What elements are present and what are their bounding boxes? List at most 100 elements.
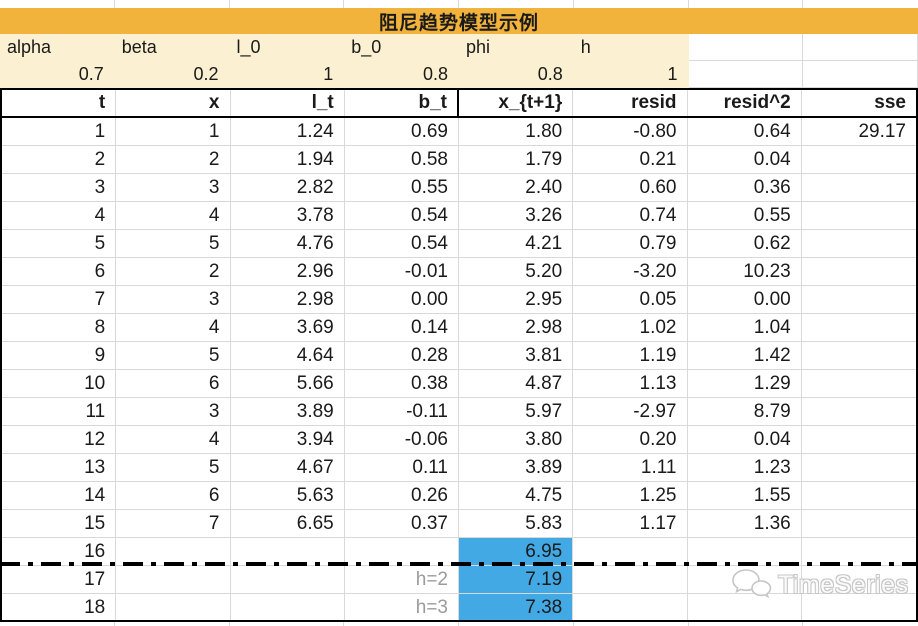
table-cell[interactable]: 2.95 (459, 286, 574, 313)
param-label-beta[interactable]: beta (114, 34, 230, 61)
table-cell[interactable]: 1.02 (573, 314, 688, 341)
table-cell[interactable]: 5 (116, 342, 231, 369)
table-cell[interactable] (231, 566, 345, 593)
table-cell[interactable] (802, 398, 916, 425)
table-cell[interactable]: 4 (116, 426, 231, 453)
table-cell[interactable]: 16 (2, 538, 117, 565)
table-cell[interactable]: 2.98 (459, 314, 574, 341)
param-value-l_0[interactable]: 1 (229, 61, 345, 88)
table-cell[interactable]: 0.36 (688, 174, 802, 201)
table-cell[interactable]: 5.20 (459, 258, 574, 285)
table-cell[interactable] (688, 566, 802, 593)
param-label-l_0[interactable]: l_0 (229, 34, 345, 61)
table-cell[interactable]: 2 (116, 258, 231, 285)
table-cell[interactable]: -3.20 (573, 258, 688, 285)
table-cell[interactable]: 3.94 (231, 426, 345, 453)
forecast-highlight-cell[interactable]: 6.95 (459, 538, 574, 565)
param-value-b_0[interactable]: 0.8 (344, 61, 459, 88)
table-cell[interactable]: 0.54 (345, 230, 459, 257)
table-cell[interactable]: 0.58 (345, 146, 459, 173)
table-cell[interactable]: 0.69 (345, 118, 459, 145)
table-cell[interactable] (688, 594, 802, 620)
table-cell[interactable]: -0.01 (345, 258, 459, 285)
table-cell[interactable]: 0.11 (345, 454, 459, 481)
table-cell[interactable] (231, 594, 345, 620)
empty-cell[interactable] (688, 34, 804, 61)
table-cell[interactable] (802, 342, 916, 369)
table-cell[interactable]: 4.67 (231, 454, 345, 481)
empty-cell[interactable] (688, 61, 804, 88)
table-cell[interactable]: 8.79 (688, 398, 802, 425)
table-cell[interactable]: 0.21 (573, 146, 688, 173)
empty-cell[interactable] (803, 34, 918, 61)
table-cell[interactable]: 18 (2, 594, 117, 620)
table-cell[interactable]: 1.36 (688, 510, 802, 537)
table-cell[interactable]: 3.80 (459, 426, 574, 453)
empty-cell[interactable] (803, 61, 918, 88)
table-cell[interactable]: 0.38 (345, 370, 459, 397)
table-cell[interactable]: 5 (116, 230, 231, 257)
table-cell[interactable] (802, 202, 916, 229)
table-cell[interactable]: 9 (2, 342, 117, 369)
table-cell[interactable]: 0.55 (345, 174, 459, 201)
table-cell[interactable]: 3.89 (231, 398, 345, 425)
table-cell[interactable] (802, 594, 916, 620)
table-cell[interactable]: -0.06 (345, 426, 459, 453)
table-cell[interactable] (802, 258, 916, 285)
table-cell[interactable] (573, 594, 688, 620)
table-cell[interactable] (802, 538, 916, 565)
table-cell[interactable]: 2.82 (231, 174, 345, 201)
table-cell[interactable]: 1.19 (573, 342, 688, 369)
table-cell[interactable]: 7 (116, 510, 231, 537)
table-cell[interactable]: 1.29 (688, 370, 802, 397)
table-cell[interactable]: 4.21 (459, 230, 574, 257)
table-cell[interactable]: 6 (116, 482, 231, 509)
table-cell[interactable]: 1.25 (573, 482, 688, 509)
table-cell[interactable] (802, 482, 916, 509)
table-cell[interactable]: 0.37 (345, 510, 459, 537)
table-cell[interactable]: 1.79 (459, 146, 574, 173)
column-header-sse[interactable]: sse (874, 92, 906, 113)
table-cell[interactable]: 3 (116, 286, 231, 313)
table-cell[interactable] (802, 370, 916, 397)
table-cell[interactable]: 8 (2, 314, 117, 341)
column-header-t[interactable]: t (2, 90, 117, 116)
forecast-highlight-cell[interactable]: 7.19 (459, 566, 574, 593)
table-cell[interactable]: 0.00 (345, 286, 459, 313)
table-cell[interactable]: 1.11 (573, 454, 688, 481)
table-cell[interactable]: 5.83 (459, 510, 574, 537)
table-cell[interactable]: 1.24 (231, 118, 345, 145)
table-cell[interactable] (116, 566, 231, 593)
table-cell[interactable]: 4.75 (459, 482, 574, 509)
table-cell[interactable]: 6 (2, 258, 117, 285)
table-cell[interactable]: 4 (116, 202, 231, 229)
table-cell[interactable] (802, 314, 916, 341)
table-cell[interactable]: 0.54 (345, 202, 459, 229)
table-cell[interactable]: 1.23 (688, 454, 802, 481)
table-cell[interactable]: 4.64 (231, 342, 345, 369)
table-cell[interactable]: 0.79 (573, 230, 688, 257)
table-cell[interactable]: 0.04 (688, 426, 802, 453)
table-cell[interactable]: -0.11 (345, 398, 459, 425)
table-cell[interactable]: 0.04 (688, 146, 802, 173)
table-cell[interactable]: 6.65 (231, 510, 345, 537)
table-cell[interactable]: 1.80 (459, 118, 574, 145)
param-label-phi[interactable]: phi (459, 34, 574, 61)
param-value-beta[interactable]: 0.2 (114, 61, 230, 88)
table-cell[interactable] (116, 594, 231, 620)
table-cell[interactable] (802, 510, 916, 537)
table-cell[interactable] (573, 566, 688, 593)
param-label-alpha[interactable]: alpha (0, 34, 115, 61)
table-cell[interactable]: 11 (2, 398, 117, 425)
table-cell[interactable]: 13 (2, 454, 117, 481)
param-value-phi[interactable]: 0.8 (459, 61, 574, 88)
table-cell[interactable] (802, 146, 916, 173)
table-cell[interactable] (231, 538, 345, 565)
forecast-highlight-cell[interactable]: 7.38 (459, 594, 574, 620)
table-cell[interactable]: 2.98 (231, 286, 345, 313)
table-cell[interactable]: 0.28 (345, 342, 459, 369)
table-cell[interactable]: 0.55 (688, 202, 802, 229)
table-cell[interactable]: 3.78 (231, 202, 345, 229)
table-cell[interactable]: -0.80 (573, 118, 688, 145)
table-cell[interactable]: 5.63 (231, 482, 345, 509)
